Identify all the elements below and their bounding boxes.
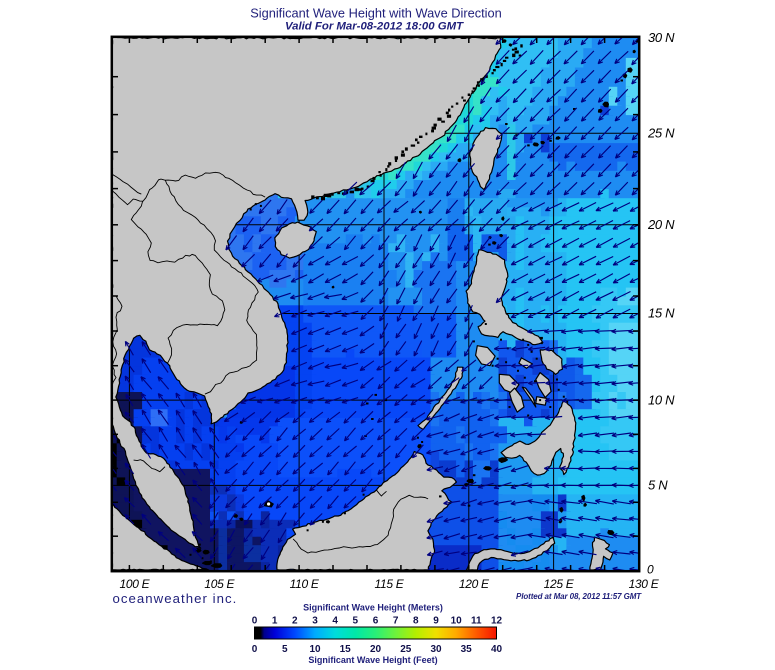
svg-text:oceanweather inc.: oceanweather inc. bbox=[113, 591, 238, 606]
svg-text:6: 6 bbox=[373, 616, 379, 627]
svg-text:Plotted at Mar 08, 2012 11:57: Plotted at Mar 08, 2012 11:57 GMT bbox=[516, 592, 642, 601]
svg-text:110 E: 110 E bbox=[290, 577, 320, 591]
svg-text:Valid For Mar-08-2012 18:00 GM: Valid For Mar-08-2012 18:00 GMT bbox=[285, 21, 464, 33]
svg-text:15: 15 bbox=[340, 644, 352, 655]
svg-text:30 N: 30 N bbox=[648, 30, 675, 45]
svg-text:15 N: 15 N bbox=[648, 306, 675, 321]
svg-text:Significant Wave Height (Meter: Significant Wave Height (Meters) bbox=[303, 603, 443, 613]
svg-text:0: 0 bbox=[647, 563, 654, 577]
svg-text:Significant Wave Height (Feet): Significant Wave Height (Feet) bbox=[308, 655, 437, 665]
svg-text:5: 5 bbox=[353, 616, 359, 627]
svg-text:130 E: 130 E bbox=[629, 577, 660, 591]
svg-text:40: 40 bbox=[491, 644, 503, 655]
svg-text:0: 0 bbox=[252, 616, 258, 627]
svg-text:12: 12 bbox=[491, 616, 503, 627]
svg-text:5: 5 bbox=[282, 644, 288, 655]
svg-text:125 E: 125 E bbox=[544, 577, 575, 591]
svg-text:30: 30 bbox=[430, 644, 442, 655]
svg-text:25: 25 bbox=[400, 644, 412, 655]
svg-text:10 N: 10 N bbox=[648, 392, 675, 407]
svg-text:1: 1 bbox=[272, 616, 278, 627]
svg-text:7: 7 bbox=[393, 616, 399, 627]
svg-text:2: 2 bbox=[292, 616, 298, 627]
svg-text:35: 35 bbox=[461, 644, 473, 655]
svg-text:11: 11 bbox=[471, 616, 482, 627]
svg-text:Significant Wave Height with W: Significant Wave Height with Wave Direct… bbox=[250, 6, 502, 21]
svg-text:10: 10 bbox=[309, 644, 321, 655]
svg-text:100 E: 100 E bbox=[119, 577, 150, 591]
svg-text:10: 10 bbox=[451, 616, 463, 627]
svg-text:8: 8 bbox=[413, 616, 419, 627]
svg-text:20 N: 20 N bbox=[647, 217, 675, 232]
svg-text:120 E: 120 E bbox=[459, 577, 490, 591]
svg-text:9: 9 bbox=[433, 616, 439, 627]
svg-text:25 N: 25 N bbox=[647, 126, 675, 141]
svg-text:0: 0 bbox=[252, 644, 258, 655]
svg-text:3: 3 bbox=[312, 616, 318, 627]
svg-text:4: 4 bbox=[332, 616, 338, 627]
svg-text:5 N: 5 N bbox=[648, 478, 668, 493]
svg-text:105 E: 105 E bbox=[204, 577, 235, 591]
svg-text:20: 20 bbox=[370, 644, 382, 655]
svg-text:115 E: 115 E bbox=[375, 577, 405, 591]
